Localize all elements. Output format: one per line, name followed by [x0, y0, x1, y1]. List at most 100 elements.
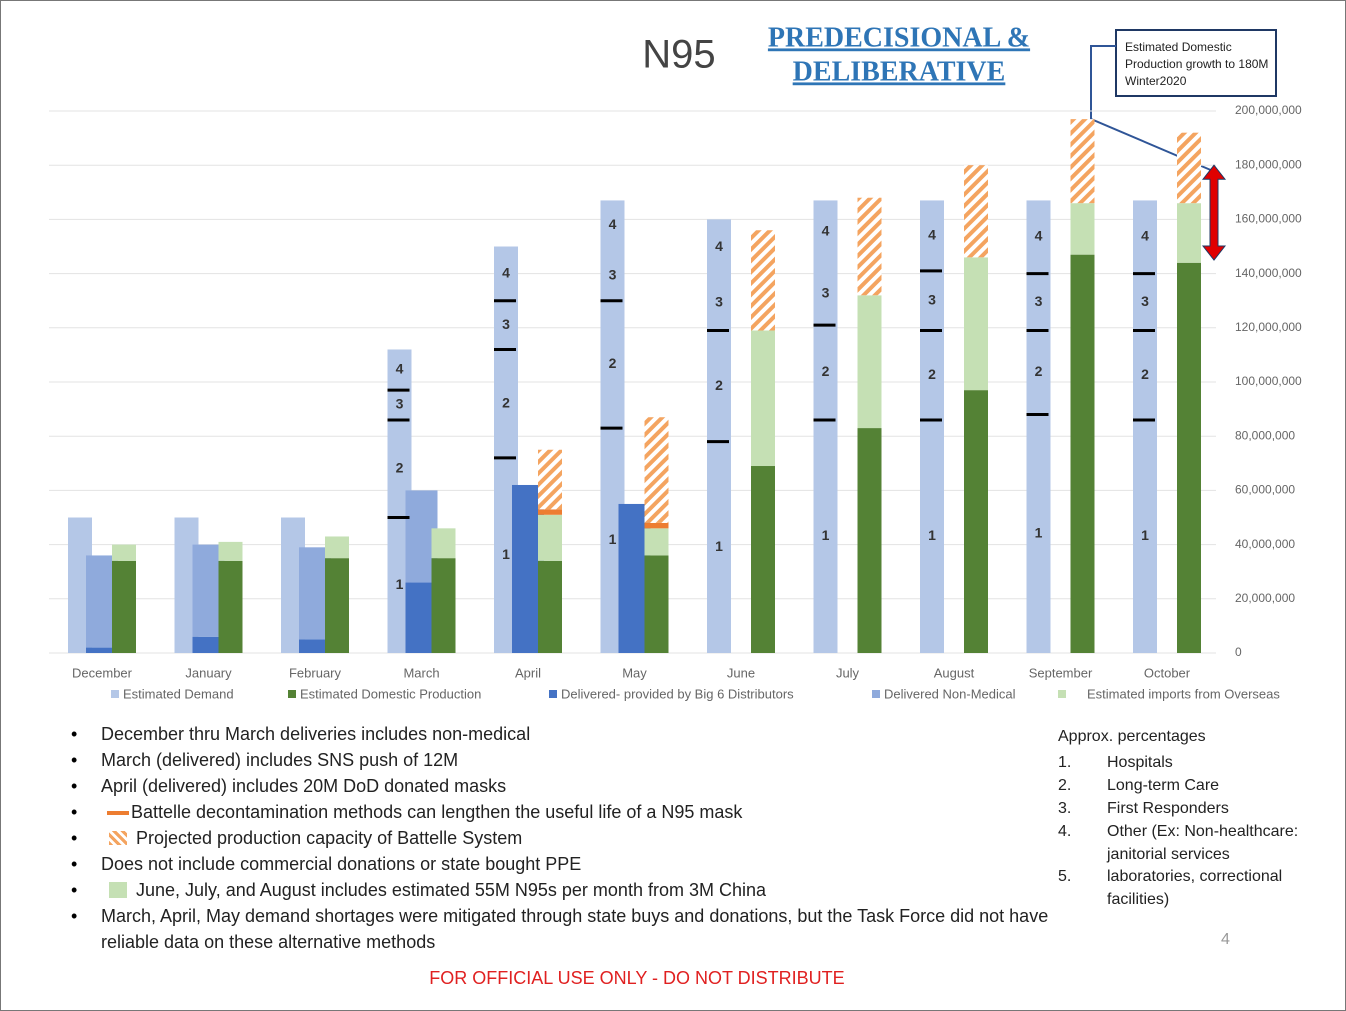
note: December thru March deliveries includes … [101, 724, 531, 744]
x-tick-label: March [403, 665, 439, 680]
chart: N95 PREDECISIONAL & DELIBERATIVE 0 20,000… [49, 22, 1302, 701]
capacity-bar [1177, 132, 1201, 204]
bullet: • [71, 724, 78, 744]
tier-label: 2 [1035, 363, 1043, 379]
green-icon [109, 882, 127, 898]
y-tick-label: 140,000,000 [1235, 266, 1302, 280]
legend-swatch [288, 690, 296, 698]
capacity-bar [644, 417, 669, 523]
page-number: 4 [1221, 931, 1230, 948]
percent-text: Hospitals [1107, 754, 1173, 771]
orange-dash-icon [107, 811, 129, 815]
x-tick-label: July [836, 665, 860, 680]
tier-label: 3 [1035, 293, 1043, 309]
production-bar [431, 558, 456, 653]
imports-bar [538, 514, 562, 561]
production-bar [644, 555, 669, 653]
bullet: • [71, 750, 78, 770]
x-tick-label: February [289, 665, 342, 680]
y-tick-label: 0 [1235, 645, 1242, 659]
note: Battelle decontamination methods can len… [131, 802, 743, 822]
tier-label: 3 [1141, 293, 1149, 309]
bullet: • [71, 854, 78, 874]
tier-label: 4 [396, 361, 404, 377]
tier-label: 4 [1035, 228, 1043, 244]
note: April (delivered) includes 20M DoD donat… [101, 776, 507, 796]
annotation: Estimated Domestic Production growth to … [1125, 40, 1269, 88]
note: Projected production capacity of Battell… [136, 828, 523, 848]
legend-label: Delivered- provided by Big 6 Distributor… [561, 686, 794, 701]
capacity-bar [857, 197, 882, 296]
legend-swatch [872, 690, 880, 698]
tier-label: 3 [928, 291, 936, 307]
y-tick-label: 60,000,000 [1235, 483, 1295, 497]
tier-label: 2 [715, 377, 723, 393]
legend-swatch [1058, 690, 1066, 698]
production-bar [751, 466, 775, 653]
tier-label: 2 [396, 459, 404, 475]
x-tick-label: September [1029, 665, 1093, 680]
percent-num: 3. [1058, 800, 1072, 817]
imports-bar [1070, 203, 1095, 255]
legend-swatch [549, 690, 557, 698]
production-bar [112, 560, 136, 653]
tier-label: 4 [502, 264, 510, 280]
tier-label: 2 [502, 394, 510, 410]
production-bar [218, 560, 243, 653]
imports-bar [431, 528, 456, 559]
percentages-title: Approx. percentages [1058, 728, 1206, 745]
footer: FOR OFFICIAL USE ONLY - DO NOT DISTRIBUT… [429, 968, 845, 988]
tier-label: 1 [928, 527, 936, 543]
percent-text: Other (Ex: Non-healthcare: janitorial se… [1107, 823, 1299, 863]
bullet: • [71, 880, 78, 900]
tier-label: 1 [1035, 524, 1043, 540]
title: N95 [642, 33, 715, 77]
capacity-bar [751, 230, 775, 331]
tier-label: 3 [396, 396, 404, 412]
imports-bar [751, 330, 775, 467]
demand-bar [813, 200, 838, 653]
percent-num: 1. [1058, 754, 1072, 771]
imports-bar [1177, 203, 1201, 263]
legend-label: Delivered Non-Medical [884, 686, 1016, 701]
y-tick-label: 200,000,000 [1235, 103, 1302, 117]
note: Does not include commercial donations or… [101, 854, 582, 874]
tier-label: 1 [396, 576, 404, 592]
imports-bar [857, 295, 882, 429]
hatch-icon [109, 831, 127, 845]
demand-bar [1026, 200, 1051, 653]
y-tick-label: 80,000,000 [1235, 428, 1295, 442]
delivered-bar [192, 636, 225, 653]
legend-label: Estimated Demand [123, 686, 234, 701]
note: March (delivered) includes SNS push of 1… [101, 750, 459, 770]
imports-bar [325, 536, 349, 559]
capacity-bar [964, 165, 988, 258]
capacity-bar [538, 449, 562, 510]
demand-bar [920, 200, 944, 653]
y-tick-label: 20,000,000 [1235, 591, 1295, 605]
tier-label: 1 [502, 546, 510, 562]
percent-num: 2. [1058, 777, 1072, 794]
production-bar [964, 390, 988, 653]
delivered-bar [86, 647, 118, 653]
legend-label: Estimated imports from Overseas [1087, 686, 1280, 701]
tier-label: 3 [822, 285, 830, 301]
demand-bar [707, 219, 731, 653]
legend-swatch [111, 690, 119, 698]
note: June, July, and August includes estimate… [136, 880, 766, 900]
percent-text: Long-term Care [1107, 777, 1220, 794]
tier-label: 3 [715, 293, 723, 309]
production-bar [325, 558, 349, 653]
x-tick-label: December [72, 665, 133, 680]
tier-label: 4 [609, 216, 617, 232]
x-tick-label: August [934, 665, 975, 680]
y-tick-label: 180,000,000 [1235, 157, 1302, 171]
production-bar [538, 560, 562, 653]
y-tick-label: 40,000,000 [1235, 537, 1295, 551]
annotation-box [1115, 29, 1277, 97]
tier-label: 3 [502, 316, 510, 332]
production-bar [1070, 254, 1095, 653]
delivered-bar [299, 639, 331, 653]
stamp: PREDECISIONAL & [768, 22, 1030, 53]
